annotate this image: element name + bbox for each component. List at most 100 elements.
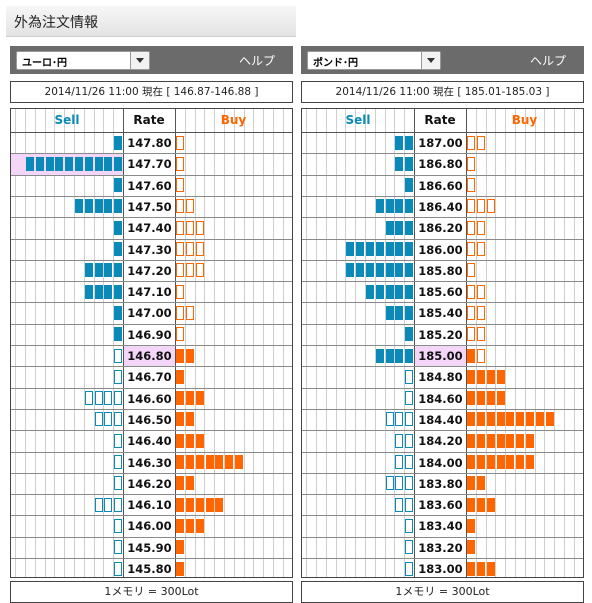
buy-block — [195, 263, 204, 278]
rate-cell: 147.00 — [127, 306, 172, 321]
sell-block — [385, 284, 394, 299]
header-rate: Rate — [133, 113, 165, 127]
sell-block — [45, 156, 54, 171]
grid-line — [233, 109, 235, 577]
sell-block — [74, 156, 83, 171]
buy-block — [486, 369, 495, 384]
sell-block — [395, 242, 404, 256]
sell-block — [104, 284, 113, 299]
chevron-down-icon[interactable] — [421, 52, 440, 69]
row-divider — [11, 153, 292, 155]
buy-block — [186, 263, 194, 278]
help-link[interactable]: ヘルプ — [529, 54, 566, 68]
row-divider — [302, 408, 583, 410]
sell-block — [114, 220, 123, 235]
buy-block — [477, 305, 485, 320]
currency-pair-select[interactable]: ポンド･円 — [307, 51, 441, 70]
grid-line — [54, 109, 56, 577]
rate-cell: 146.50 — [127, 412, 172, 427]
buy-block — [176, 369, 185, 384]
row-divider — [302, 302, 583, 304]
sell-block — [346, 263, 355, 278]
sell-block — [375, 242, 384, 256]
header-sell: Sell — [54, 113, 80, 127]
buy-block — [186, 220, 194, 235]
sell-block — [395, 433, 404, 448]
row-divider — [11, 238, 292, 240]
rate-cell: 183.40 — [418, 519, 463, 534]
buy-block — [467, 284, 476, 299]
buy-block — [215, 497, 224, 512]
buy-block — [467, 178, 476, 193]
buy-block — [186, 305, 194, 320]
grid-line — [103, 109, 105, 577]
rate-cell: 146.00 — [127, 519, 172, 534]
grid-line — [224, 109, 225, 577]
buy-block — [176, 540, 185, 555]
grid-line — [394, 109, 396, 577]
sell-block — [405, 156, 414, 171]
buy-block — [467, 348, 476, 363]
grid-line — [355, 109, 357, 577]
chevron-down-icon[interactable] — [130, 52, 149, 69]
buy-block — [516, 455, 525, 469]
grid-line — [573, 109, 575, 577]
grid-line — [374, 109, 376, 577]
sell-block — [74, 199, 83, 214]
buy-block — [516, 433, 525, 448]
grid-line — [204, 109, 206, 577]
sell-block — [405, 369, 414, 384]
grid-line — [505, 109, 507, 577]
currency-pair-value: ポンド･円 — [313, 58, 358, 69]
row-divider — [302, 195, 583, 197]
row-divider — [11, 174, 292, 176]
buy-block — [186, 433, 194, 448]
row-divider — [302, 558, 583, 559]
sell-block — [405, 242, 414, 256]
sell-block — [405, 497, 414, 512]
sell-block — [94, 391, 103, 406]
sell-block — [114, 540, 123, 555]
sell-block — [114, 135, 123, 150]
buy-block — [186, 497, 194, 512]
scale-note: 1メモリ = 300Lot — [10, 581, 293, 603]
sell-block — [405, 327, 414, 342]
sell-block — [385, 305, 394, 320]
header-sell: Sell — [345, 113, 371, 127]
currency-pair-select[interactable]: ユーロ･円 — [16, 51, 150, 70]
buy-block — [195, 242, 204, 256]
grid-line — [485, 109, 487, 577]
header-buy: Buy — [511, 113, 538, 127]
sell-block — [405, 220, 414, 235]
sell-block — [356, 242, 365, 256]
sell-block — [114, 178, 123, 193]
rate-cell: 184.80 — [418, 370, 463, 385]
buy-block — [467, 412, 476, 427]
buy-block — [176, 561, 185, 576]
rate-cell: 145.90 — [127, 540, 172, 555]
sell-block — [395, 305, 404, 320]
help-link[interactable]: ヘルプ — [238, 54, 275, 68]
buy-block — [186, 348, 194, 363]
sell-block — [405, 518, 414, 533]
grid-line — [83, 109, 85, 577]
sell-block — [114, 476, 123, 491]
buy-block — [496, 369, 505, 384]
buy-block — [176, 199, 185, 214]
buy-block — [467, 561, 476, 576]
buy-block — [467, 220, 476, 235]
rate-cell: 147.60 — [127, 178, 172, 193]
row-divider — [302, 430, 583, 432]
sell-block — [405, 199, 414, 214]
buy-block — [467, 433, 476, 448]
rate-cell: 185.40 — [418, 306, 463, 321]
sell-block — [84, 263, 93, 278]
row-divider — [302, 387, 583, 389]
sell-block — [395, 412, 404, 427]
row-divider — [302, 536, 583, 538]
buy-block — [506, 433, 515, 448]
row-divider — [302, 174, 583, 176]
sell-block — [114, 263, 123, 278]
row-divider — [11, 494, 292, 496]
sell-block — [55, 156, 64, 171]
